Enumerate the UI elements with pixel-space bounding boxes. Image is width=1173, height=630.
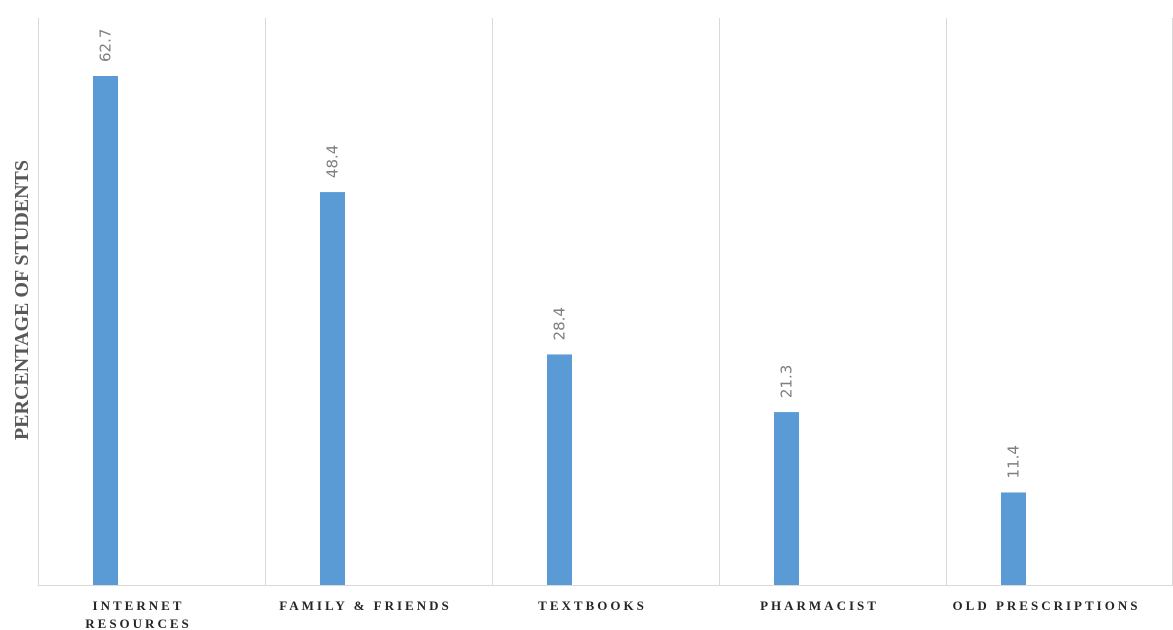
category-label: RESOURCES bbox=[85, 616, 191, 630]
bars bbox=[93, 76, 1026, 586]
data-label: 28.4 bbox=[551, 307, 569, 340]
data-label: 62.7 bbox=[97, 29, 115, 62]
data-label: 48.4 bbox=[324, 145, 342, 178]
data-label: 11.4 bbox=[1005, 445, 1023, 478]
category-label: PHARMACIST bbox=[760, 598, 879, 613]
bar bbox=[93, 76, 118, 585]
category-label: FAMILY & FRIENDS bbox=[279, 598, 451, 613]
bar bbox=[547, 354, 572, 585]
data-labels: 62.7 48.4 28.4 21.3 11.4 bbox=[97, 29, 1023, 479]
category-label: OLD PRESCRIPTIONS bbox=[953, 598, 1141, 613]
bar bbox=[774, 412, 799, 585]
bar bbox=[320, 192, 345, 586]
category-labels: INTERNET RESOURCES FAMILY & FRIENDS TEXTBOO… bbox=[85, 598, 1141, 630]
bar bbox=[1001, 492, 1026, 585]
category-label: INTERNET bbox=[93, 598, 185, 613]
category-label: TEXTBOOKS bbox=[538, 598, 647, 613]
data-label: 21.3 bbox=[778, 365, 796, 398]
y-axis-label: PERCENTAGE OF STUDENTS bbox=[11, 160, 33, 440]
